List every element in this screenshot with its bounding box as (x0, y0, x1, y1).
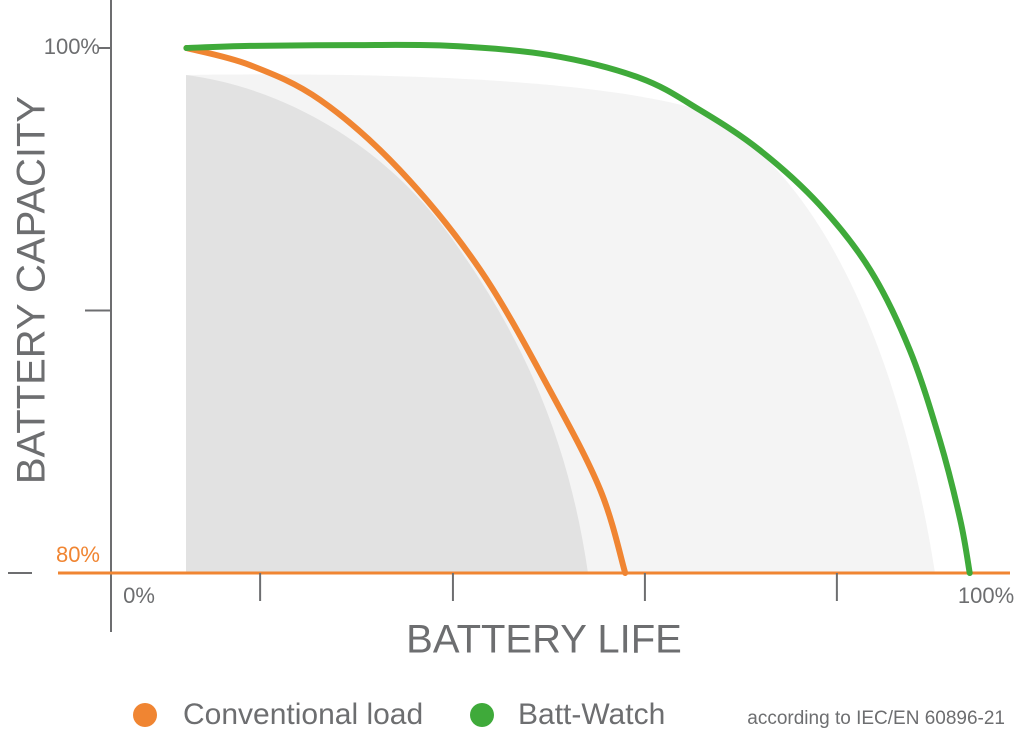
legend-label: Batt-Watch (518, 698, 665, 731)
y-tick-label: 100% (44, 34, 100, 59)
x-tick-label: 0% (123, 583, 155, 608)
legend-swatch (470, 703, 494, 727)
background-area-dark (186, 75, 588, 573)
footnote: according to IEC/EN 60896-21 (747, 708, 1005, 729)
x-tick-label: 100% (958, 583, 1014, 608)
legend-label: Conventional load (183, 698, 423, 731)
x-axis-title: BATTERY LIFE (406, 618, 682, 662)
y-tick-label: 80% (56, 542, 100, 567)
data-line (183, 41, 973, 576)
y-axis-title: BATTERY CAPACITY (10, 96, 54, 484)
legend-swatch (133, 703, 157, 727)
data-line (183, 45, 629, 576)
